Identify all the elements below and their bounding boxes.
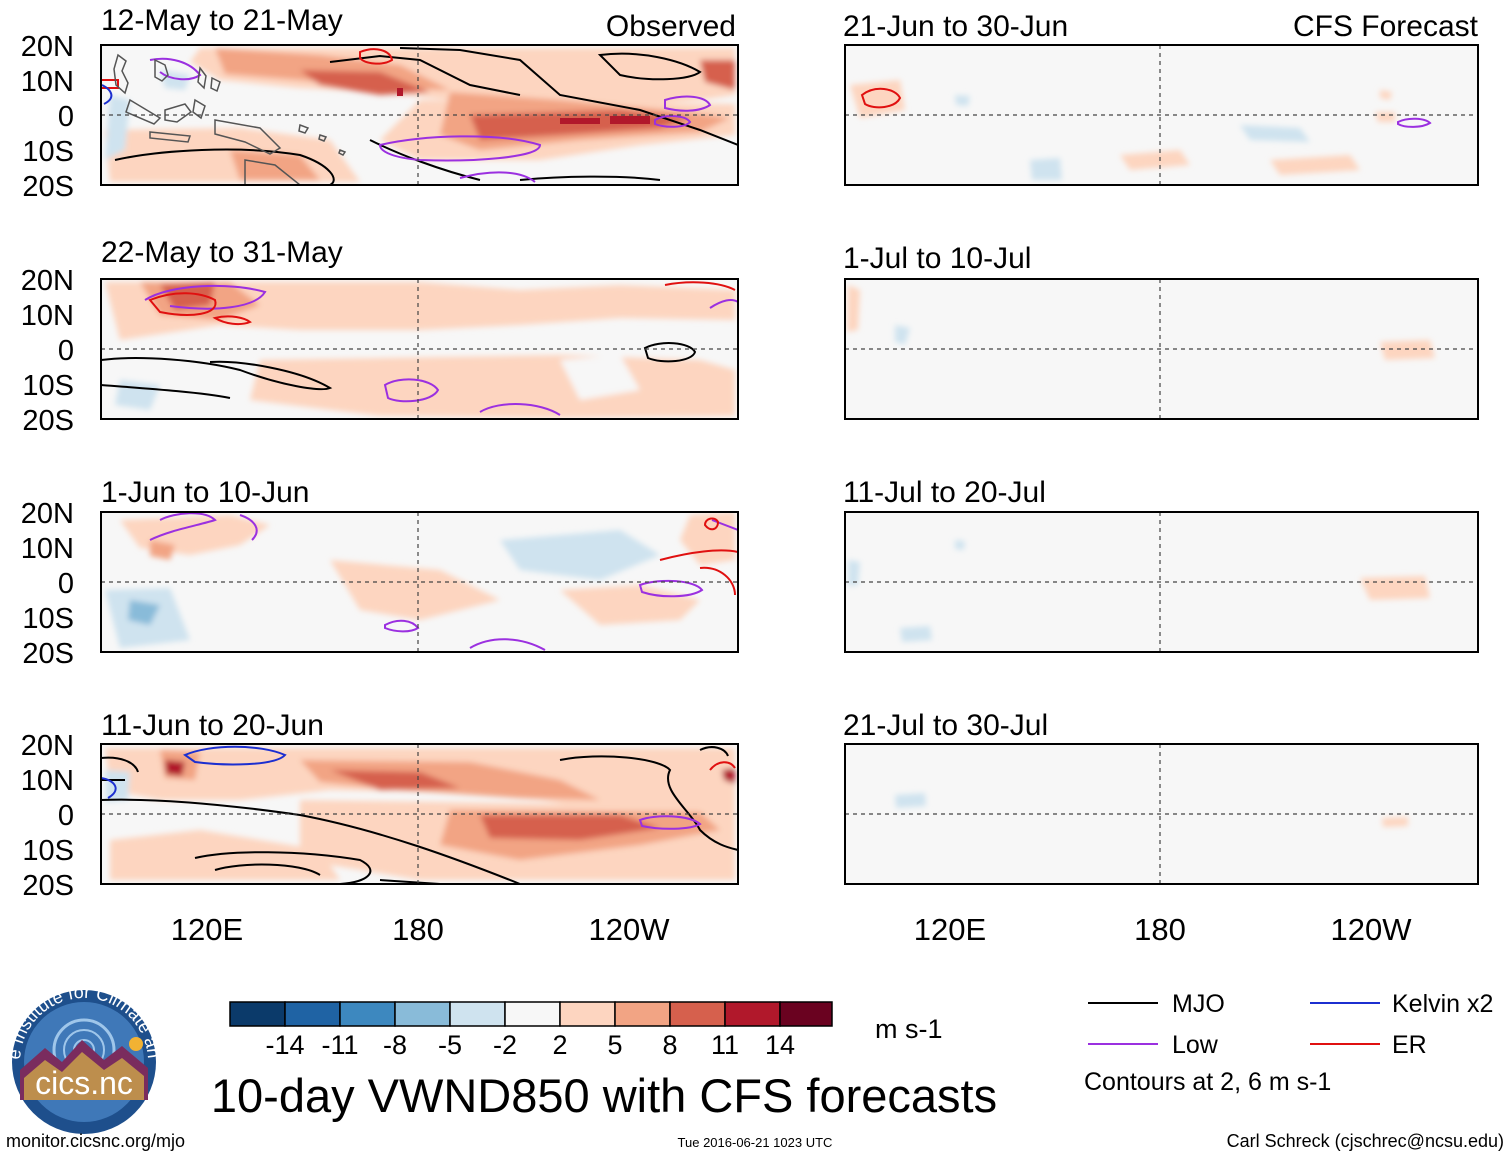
lat-label: 10S <box>22 835 74 867</box>
map-panel-forecast-1 <box>844 44 1479 186</box>
panel-title-fc-3: 11-Jul to 20-Jul <box>843 476 1046 509</box>
legend-label-mjo: MJO <box>1172 990 1225 1018</box>
map-panel-observed-2 <box>100 278 739 420</box>
colorbar-swatch <box>284 1001 341 1027</box>
lat-labels-row-3: 20N 10N 0 10S 20S <box>21 498 74 670</box>
lat-label: 0 <box>58 101 74 133</box>
colorbar-tick: -5 <box>438 1030 462 1060</box>
panel-title-fc-4: 21-Jul to 30-Jul <box>843 709 1048 742</box>
lat-label: 0 <box>58 335 74 367</box>
colorbar-tick: 5 <box>607 1030 622 1060</box>
colorbar-swatch <box>669 1001 726 1027</box>
lon-label-right-2: 180 <box>1134 912 1186 947</box>
lon-label-right-1: 120E <box>914 912 986 947</box>
lat-labels-row-4: 20N 10N 0 10S 20S <box>21 730 74 902</box>
lon-label-left-1: 120E <box>171 912 243 947</box>
legend-label-er: ER <box>1392 1031 1427 1059</box>
lat-label: 10S <box>22 603 74 635</box>
lat-label: 10N <box>21 533 74 565</box>
footer-url: monitor.cicsnc.org/mjo <box>6 1131 185 1151</box>
lat-label: 10N <box>21 300 74 332</box>
panel-title-obs-2: 22-May to 31-May <box>101 236 343 269</box>
lat-label: 10N <box>21 66 74 98</box>
lat-label: 20S <box>22 870 74 902</box>
header-cfs-forecast: CFS Forecast <box>1293 10 1479 43</box>
lat-label: 20S <box>22 171 74 203</box>
panel-title-obs-3: 1-Jun to 10-Jun <box>101 476 309 509</box>
lat-label: 0 <box>58 568 74 600</box>
lat-labels-row-1: 20N 10N 0 10S 20S <box>21 31 74 203</box>
map-panel-observed-4 <box>100 743 739 885</box>
contour-legend: MJO Kelvin x2 Low ER Contours at 2, 6 m … <box>1084 990 1493 1096</box>
colorbar-tick: -14 <box>265 1030 304 1060</box>
panel-title-fc-1: 21-Jun to 30-Jun <box>843 10 1068 43</box>
map-panel-observed-1 <box>100 44 739 186</box>
lat-label: 10N <box>21 765 74 797</box>
legend-label-low: Low <box>1172 1031 1219 1059</box>
colorbar-swatch <box>339 1001 396 1027</box>
colorbar-tick: -8 <box>383 1030 407 1060</box>
lon-label-left-2: 180 <box>392 912 444 947</box>
lat-label: 10S <box>22 370 74 402</box>
colorbar-tick: -2 <box>493 1030 517 1060</box>
colorbar-tick: -11 <box>321 1030 358 1060</box>
colorbar-unit: m s-1 <box>875 1014 943 1044</box>
colorbar-tick: 8 <box>662 1030 677 1060</box>
header-observed: Observed <box>606 10 736 43</box>
colorbar-tick: 11 <box>711 1030 739 1060</box>
lat-label: 0 <box>58 800 74 832</box>
colorbar-swatch <box>559 1001 616 1027</box>
colorbar-tick: 14 <box>765 1030 795 1060</box>
colorbar-swatch <box>394 1001 451 1027</box>
panel-title-obs-4: 11-Jun to 20-Jun <box>101 709 324 742</box>
logo-text: cics.nc <box>35 1065 133 1101</box>
figure-title: 10-day VWND850 with CFS forecasts <box>211 1069 997 1122</box>
lat-label: 20N <box>21 498 74 530</box>
map-panel-forecast-2 <box>844 278 1479 420</box>
map-panel-forecast-4 <box>844 743 1479 885</box>
colorbar: -14 -11 -8 -5 -2 2 5 8 11 14 m s-1 <box>229 1001 943 1060</box>
colorbar-swatch <box>779 1001 833 1027</box>
map-panel-forecast-3 <box>844 511 1479 653</box>
colorbar-swatch <box>449 1001 506 1027</box>
colorbar-swatch <box>229 1001 286 1027</box>
legend-label-kelvin: Kelvin x2 <box>1392 990 1493 1018</box>
lat-label: 20S <box>22 638 74 670</box>
panel-title-obs-1: 12-May to 21-May <box>101 4 343 37</box>
map-panel-observed-3 <box>100 511 739 653</box>
lon-label-right-3: 120W <box>1331 912 1413 947</box>
footer-timestamp: Tue 2016-06-21 1023 UTC <box>678 1135 833 1150</box>
lat-label: 20N <box>21 730 74 762</box>
colorbar-swatch <box>504 1001 561 1027</box>
contours-note: Contours at 2, 6 m s-1 <box>1084 1068 1331 1096</box>
colorbar-swatch <box>614 1001 671 1027</box>
panel-title-fc-2: 1-Jul to 10-Jul <box>843 242 1031 275</box>
lat-labels-row-2: 20N 10N 0 10S 20S <box>21 265 74 437</box>
lon-label-left-3: 120W <box>589 912 671 947</box>
footer-credit: Carl Schreck (cjschrec@ncsu.edu) <box>1227 1131 1504 1151</box>
colorbar-tick: 2 <box>552 1030 567 1060</box>
lat-label: 10S <box>22 136 74 168</box>
lat-label: 20N <box>21 265 74 297</box>
lat-label: 20N <box>21 31 74 63</box>
lat-label: 20S <box>22 405 74 437</box>
colorbar-swatch <box>724 1001 781 1027</box>
